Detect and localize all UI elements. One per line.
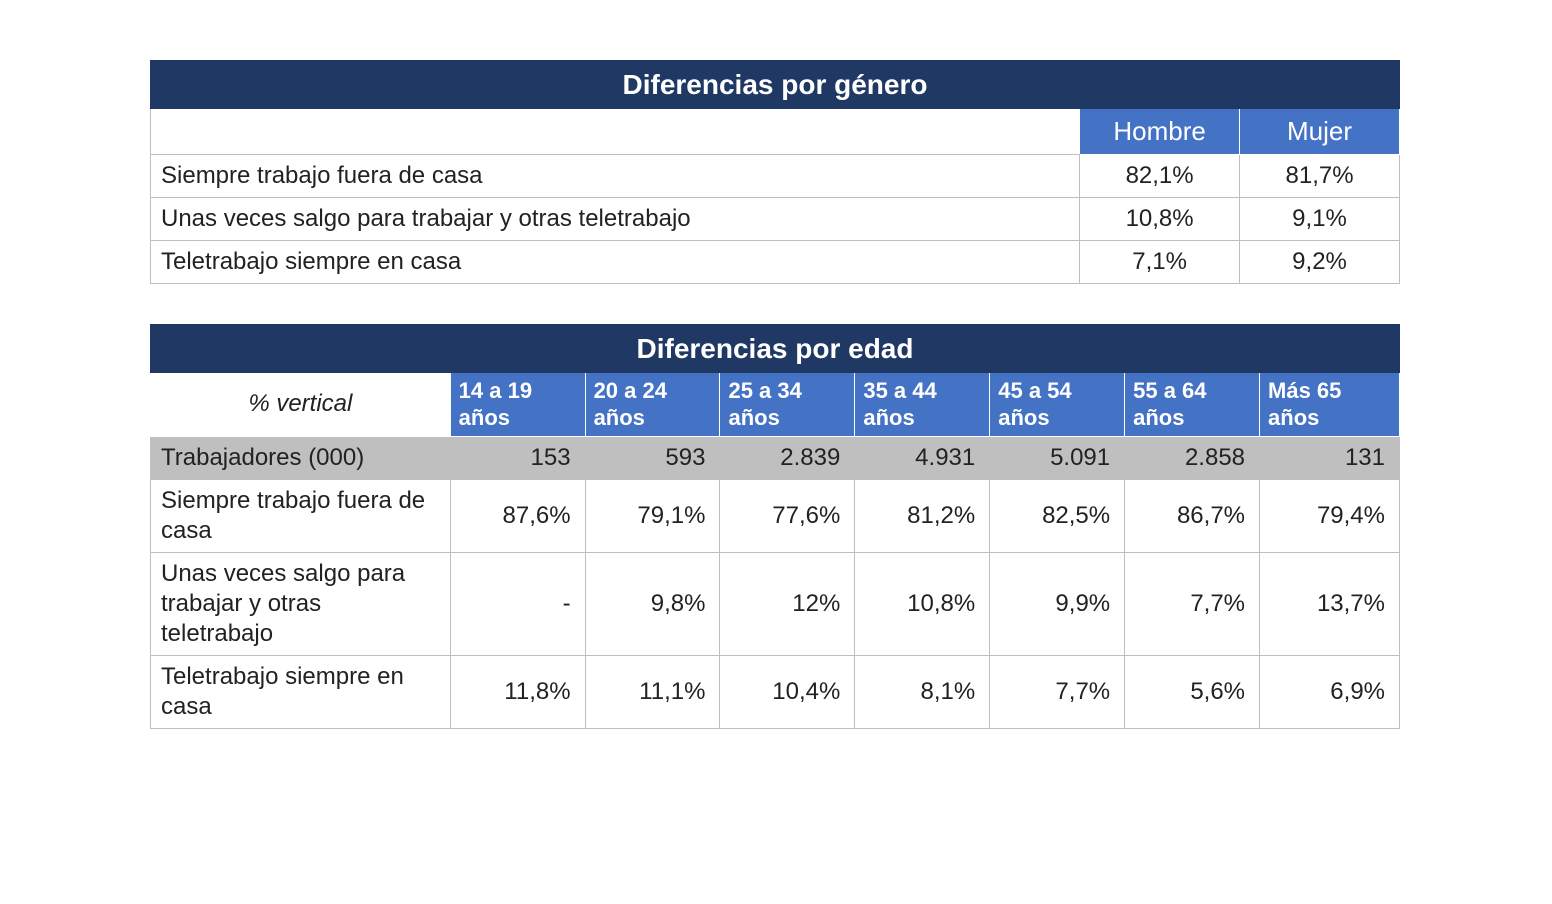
age-title-row: Diferencias por edad <box>151 324 1400 372</box>
cell-value: 10,8% <box>1080 197 1240 240</box>
cell-value: 82,5% <box>990 479 1125 552</box>
gender-col-0: Hombre <box>1080 109 1240 155</box>
cell-value: 82,1% <box>1080 154 1240 197</box>
age-col-1: 20 a 24 años <box>585 372 720 436</box>
row-label: Unas veces salgo para trabajar y otras t… <box>151 197 1080 240</box>
table-row: Siempre trabajo fuera de casa87,6%79,1%7… <box>151 479 1400 552</box>
table-row: Siempre trabajo fuera de casa82,1%81,7% <box>151 154 1400 197</box>
cell-value: 86,7% <box>1125 479 1260 552</box>
cell-value: 5,6% <box>1125 655 1260 728</box>
cell-value: 13,7% <box>1260 552 1400 655</box>
gender-table: Diferencias por género Hombre Mujer Siem… <box>150 60 1400 284</box>
age-body: Trabajadores (000)1535932.8394.9315.0912… <box>151 436 1400 728</box>
cell-value: 8,1% <box>855 655 990 728</box>
cell-value: 131 <box>1260 436 1400 479</box>
cell-value: 7,7% <box>1125 552 1260 655</box>
table-row: Unas veces salgo para trabajar y otras t… <box>151 552 1400 655</box>
cell-value: 2.839 <box>720 436 855 479</box>
cell-value: 6,9% <box>1260 655 1400 728</box>
row-label: Trabajadores (000) <box>151 436 451 479</box>
cell-value: 79,1% <box>585 479 720 552</box>
cell-value: 4.931 <box>855 436 990 479</box>
table-row: Unas veces salgo para trabajar y otras t… <box>151 197 1400 240</box>
cell-value: 153 <box>450 436 585 479</box>
age-col-6: Más 65 años <box>1260 372 1400 436</box>
cell-value: 10,4% <box>720 655 855 728</box>
cell-value: 81,7% <box>1240 154 1400 197</box>
age-title: Diferencias por edad <box>151 324 1400 372</box>
age-col-2: 25 a 34 años <box>720 372 855 436</box>
cell-value: 12% <box>720 552 855 655</box>
age-table: Diferencias por edad % vertical 14 a 19 … <box>150 324 1400 729</box>
cell-value: 7,7% <box>990 655 1125 728</box>
table-row: Teletrabajo siempre en casa7,1%9,2% <box>151 240 1400 283</box>
row-label: Siempre trabajo fuera de casa <box>151 479 451 552</box>
cell-value: 7,1% <box>1080 240 1240 283</box>
age-corner-label: % vertical <box>151 372 451 436</box>
row-label: Teletrabajo siempre en casa <box>151 655 451 728</box>
cell-value: 87,6% <box>450 479 585 552</box>
row-label: Unas veces salgo para trabajar y otras t… <box>151 552 451 655</box>
age-col-3: 35 a 44 años <box>855 372 990 436</box>
age-col-0: 14 a 19 años <box>450 372 585 436</box>
cell-value: 11,8% <box>450 655 585 728</box>
cell-value: 10,8% <box>855 552 990 655</box>
cell-value: 81,2% <box>855 479 990 552</box>
gender-blank-corner <box>151 109 1080 155</box>
cell-value: 79,4% <box>1260 479 1400 552</box>
cell-value: 9,9% <box>990 552 1125 655</box>
cell-value: 2.858 <box>1125 436 1260 479</box>
row-label: Siempre trabajo fuera de casa <box>151 154 1080 197</box>
cell-value: 9,1% <box>1240 197 1400 240</box>
gender-subhead-row: Hombre Mujer <box>151 109 1400 155</box>
table-row: Trabajadores (000)1535932.8394.9315.0912… <box>151 436 1400 479</box>
gender-title-row: Diferencias por género <box>151 61 1400 109</box>
age-col-4: 45 a 54 años <box>990 372 1125 436</box>
cell-value: 593 <box>585 436 720 479</box>
table-row: Teletrabajo siempre en casa11,8%11,1%10,… <box>151 655 1400 728</box>
age-col-5: 55 a 64 años <box>1125 372 1260 436</box>
cell-value: 9,2% <box>1240 240 1400 283</box>
cell-value: 11,1% <box>585 655 720 728</box>
gender-col-1: Mujer <box>1240 109 1400 155</box>
cell-value: 5.091 <box>990 436 1125 479</box>
cell-value: 9,8% <box>585 552 720 655</box>
cell-value: 77,6% <box>720 479 855 552</box>
row-label: Teletrabajo siempre en casa <box>151 240 1080 283</box>
gender-body: Siempre trabajo fuera de casa82,1%81,7%U… <box>151 154 1400 283</box>
age-subhead-row: % vertical 14 a 19 años 20 a 24 años 25 … <box>151 372 1400 436</box>
cell-value: - <box>450 552 585 655</box>
gender-title: Diferencias por género <box>151 61 1400 109</box>
